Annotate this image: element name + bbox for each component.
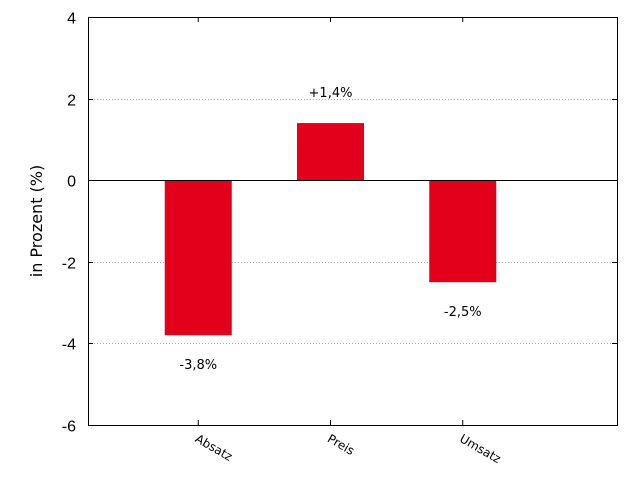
y-tick-label: -6 (62, 419, 76, 436)
bar-preis (297, 123, 364, 181)
bars (164, 123, 497, 336)
bar-umsatz (429, 180, 497, 283)
y-tick-label: 2 (67, 93, 76, 110)
gridlines (88, 99, 617, 344)
data-labels: -3,8% +1,4% -2,5% (179, 86, 481, 373)
data-label: -2,5% (444, 305, 482, 320)
x-tick-label: Preis (325, 431, 357, 457)
x-tick-label: Umsatz (457, 431, 503, 466)
y-tick-label: 0 (67, 174, 76, 191)
y-tick-label: -2 (62, 256, 76, 273)
y-tick-label: -4 (62, 337, 76, 354)
data-label: +1,4% (309, 86, 353, 101)
y-axis-title: in Prozent (%) (27, 165, 46, 277)
bar-absatz (164, 180, 232, 336)
data-label: -3,8% (179, 358, 217, 373)
y-axis-ticks: -6 -4 -2 0 2 4 (62, 11, 617, 436)
x-tick-label: Absatz (193, 431, 235, 463)
plot-frame (88, 17, 618, 426)
y-tick-label: 4 (67, 11, 76, 28)
